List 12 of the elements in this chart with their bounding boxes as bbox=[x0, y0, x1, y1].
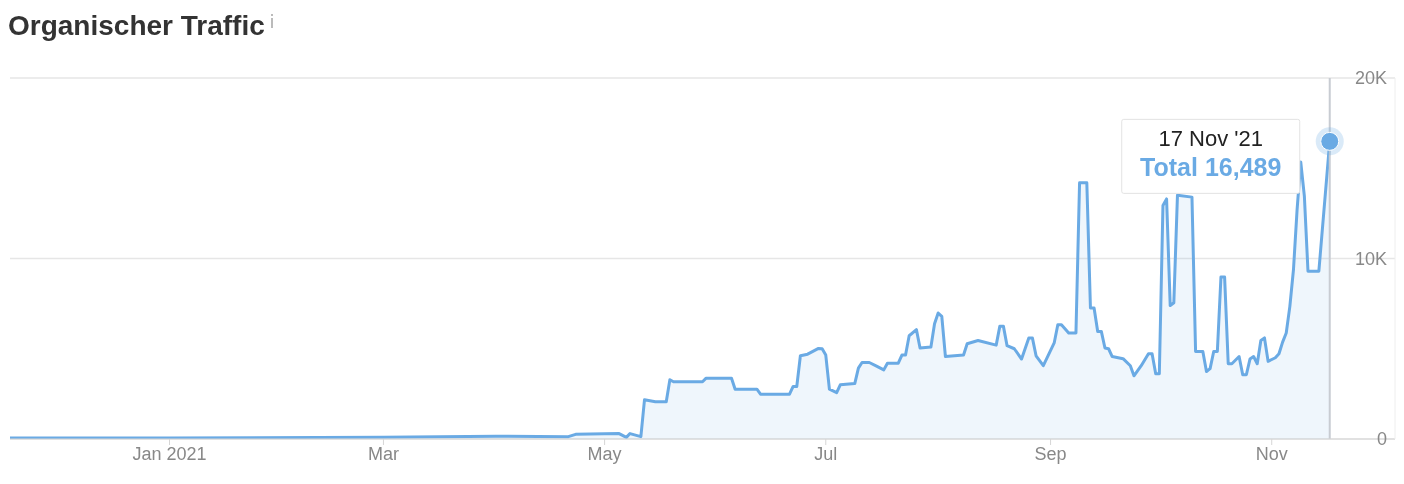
annotation: 17 Nov '21 bbox=[1158, 126, 1263, 152]
x-tick-label: Jan 2021 bbox=[132, 443, 207, 464]
x-tick-label: Sep bbox=[1034, 443, 1067, 464]
x-tick-label: Nov bbox=[1255, 443, 1288, 464]
x-tick-label: Mar bbox=[367, 443, 399, 464]
y-tick-label: 20K bbox=[1354, 68, 1387, 89]
chart-title: Organischer Traffic bbox=[8, 9, 265, 43]
annotation: Total 16,489 bbox=[1140, 153, 1282, 182]
x-tick-label: Jul bbox=[814, 443, 838, 464]
y-tick-label: 0 bbox=[1376, 429, 1387, 450]
y-tick-label: 10K bbox=[1354, 248, 1387, 269]
x-tick-label: May bbox=[587, 443, 622, 464]
